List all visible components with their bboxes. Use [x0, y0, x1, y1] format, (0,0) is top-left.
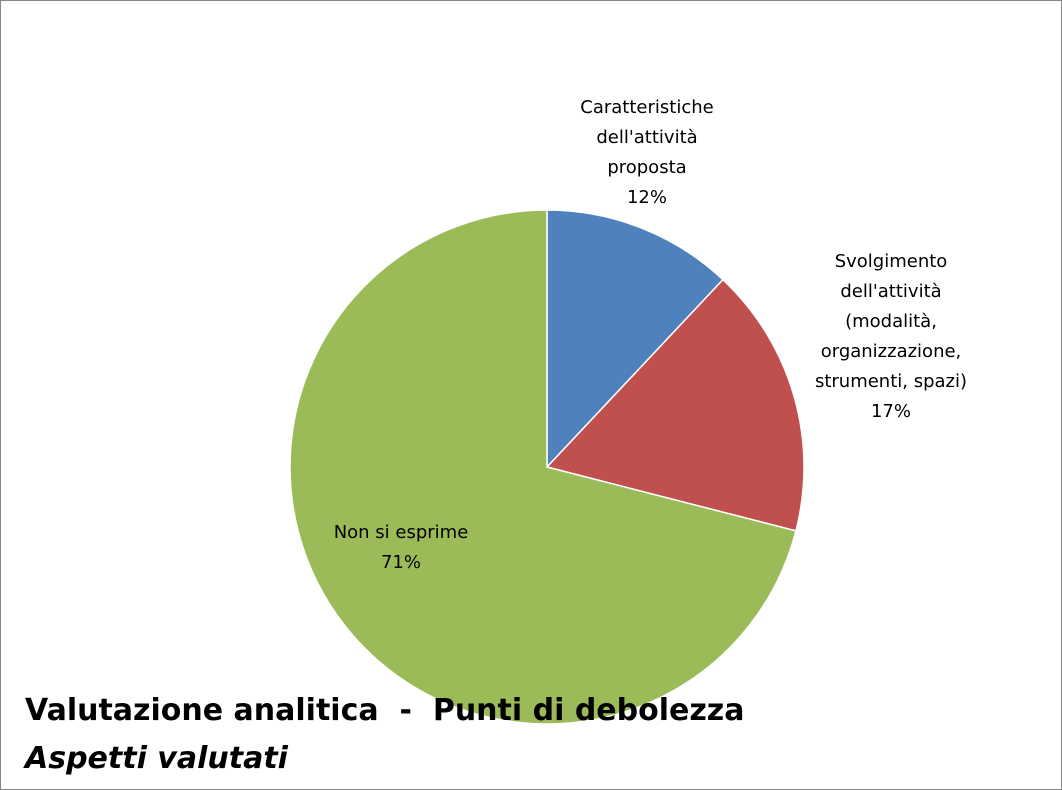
chart-subtitle: Aspetti valutati [25, 741, 288, 776]
pie-slice [546, 209, 724, 469]
slice-label: Non si esprime 71% [296, 518, 506, 578]
slice-label-value: 71% [380, 552, 421, 573]
slice-label-name: Non si esprime [333, 522, 469, 543]
slice-label-value: 12% [626, 187, 667, 208]
slice-label-name: Caratteristiche dell'attività proposta [580, 97, 714, 178]
slice-label-value: 17% [870, 401, 911, 422]
slice-label: Caratteristiche dell'attività proposta 12… [561, 93, 733, 213]
slice-label-name: Svolgimento dell'attività (modalità, org… [814, 251, 968, 392]
slice-label: Svolgimento dell'attività (modalità, org… [796, 247, 986, 427]
chart-title: Valutazione analitica - Punti di debolez… [25, 693, 745, 728]
pie-slice [289, 209, 797, 725]
pie-slice [545, 278, 805, 532]
